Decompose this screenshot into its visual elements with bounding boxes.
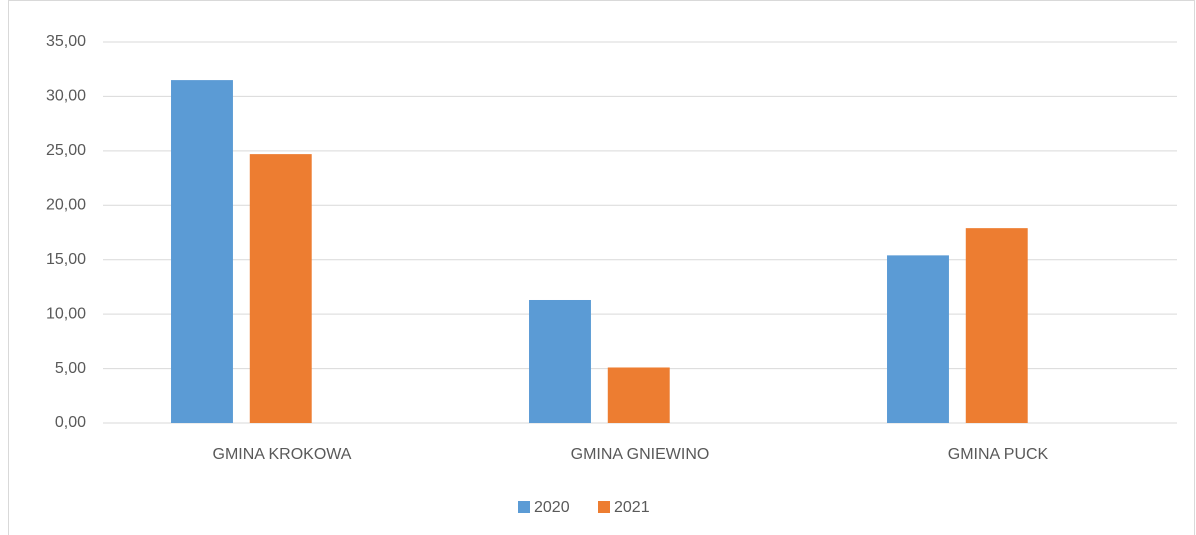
x-tick-label: GMINA KROKOWA <box>213 446 352 463</box>
bar <box>965 228 1028 423</box>
y-tick-label: 0,00 <box>55 414 86 431</box>
bar <box>529 299 591 423</box>
chart-border <box>8 0 1195 535</box>
x-tick-label: GMINA GNIEWINO <box>571 446 710 463</box>
y-tick-label: 25,00 <box>46 142 86 159</box>
bar <box>171 80 233 423</box>
legend-swatch <box>518 501 530 513</box>
bar <box>607 367 670 423</box>
bar <box>249 154 312 423</box>
y-tick-label: 5,00 <box>55 360 86 377</box>
legend-label: 2021 <box>614 499 650 516</box>
bar <box>887 255 949 423</box>
y-tick-label: 30,00 <box>46 88 86 105</box>
legend-label: 2020 <box>534 499 570 516</box>
y-tick-label: 20,00 <box>46 197 86 214</box>
legend-swatch <box>598 501 610 513</box>
y-tick-label: 10,00 <box>46 305 86 322</box>
y-tick-label: 35,00 <box>46 33 86 50</box>
y-tick-label: 15,00 <box>46 251 86 268</box>
x-tick-label: GMINA PUCK <box>948 446 1049 463</box>
